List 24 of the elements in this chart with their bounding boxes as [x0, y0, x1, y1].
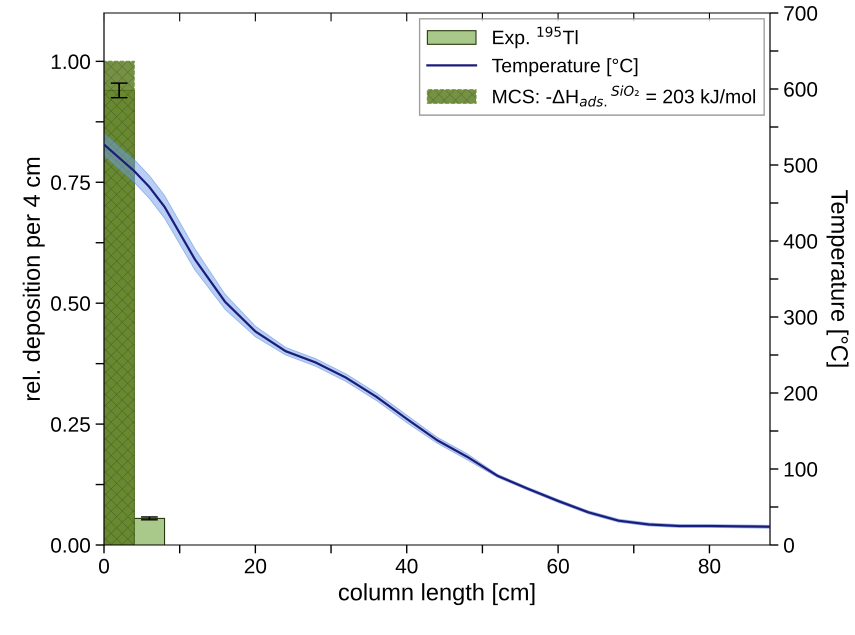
- y2-tick-label: 100: [784, 462, 818, 477]
- y2-tick-label: 300: [784, 310, 818, 325]
- y2-axis-title: Temperature [°C]: [826, 190, 849, 367]
- y-tick-label: 0.50: [51, 296, 90, 311]
- y-tick-label: 0.25: [51, 417, 90, 432]
- y-tick-label: 1.00: [52, 54, 90, 70]
- y-tick-label: 0.75: [51, 175, 90, 190]
- y-tick-label: 0.00: [51, 538, 90, 553]
- y2-tick-label: 700: [784, 6, 818, 21]
- x-tick-label: 20: [244, 558, 266, 574]
- y2-tick-label: 0: [784, 538, 794, 553]
- x-axis-title: column length [cm]: [338, 583, 534, 606]
- x-tick-label: 0: [99, 558, 109, 574]
- y2-tick-label: 400: [784, 234, 818, 249]
- legend-label: Temperature [°C]: [492, 58, 638, 76]
- y2-tick-label: 600: [784, 82, 818, 97]
- x-tick-label: 40: [396, 558, 418, 574]
- x-tick-label: 60: [548, 558, 569, 574]
- legend-label: Exp. $^{195}$Tl: [493, 26, 578, 48]
- x-tick-label: 80: [698, 558, 720, 574]
- y2-tick-label: 500: [784, 158, 818, 173]
- y2-tick-label: 200: [784, 386, 818, 401]
- y-axis-title: rel. deposition per 4 cm: [22, 158, 45, 400]
- legend-label: MCS: -ΔH$_{ads.}$$^{SiO₂}$ = 203 kJ/mol: [493, 85, 756, 107]
